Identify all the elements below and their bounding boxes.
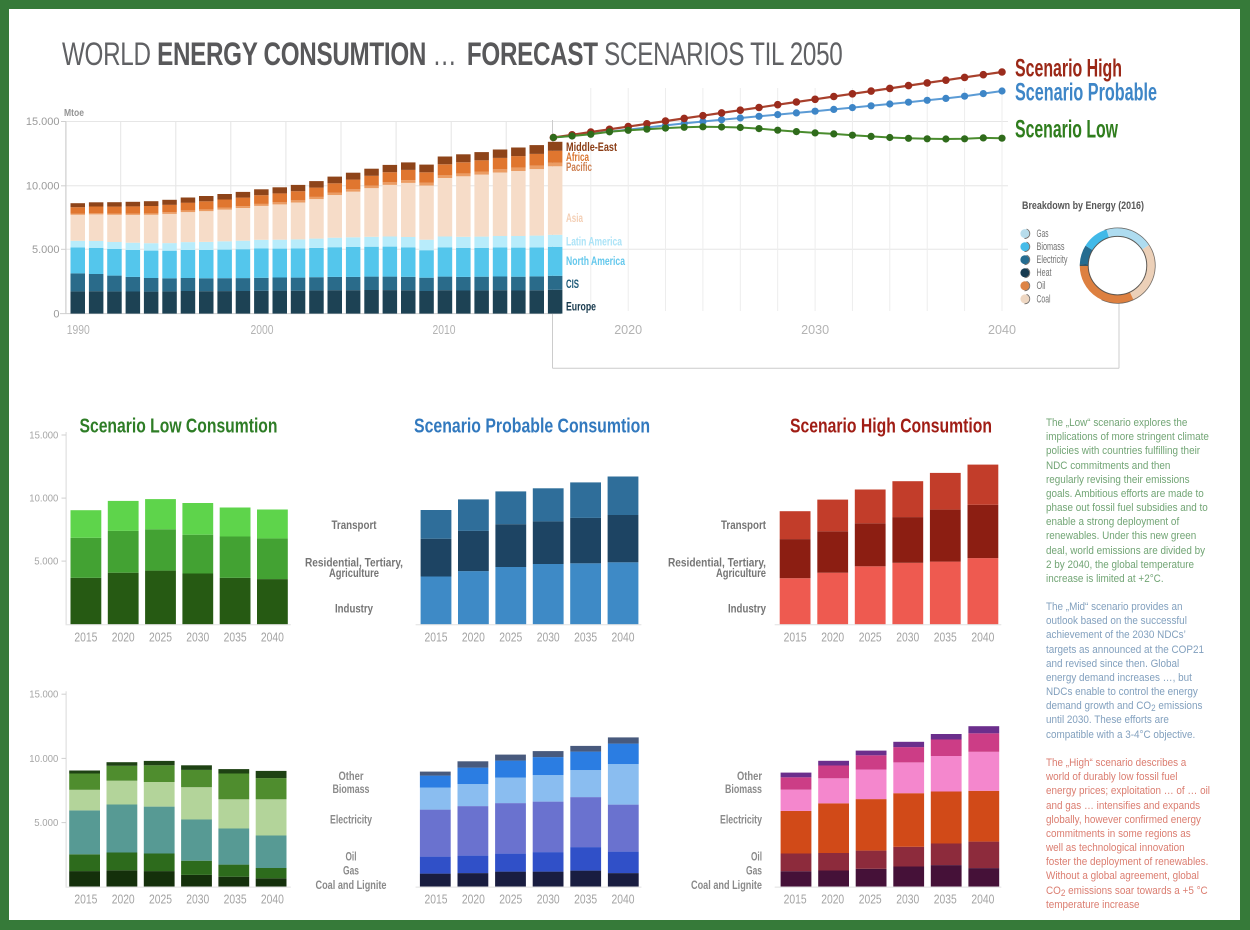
svg-text:15.000: 15.000 (26, 116, 60, 128)
svg-text:2035: 2035 (934, 630, 957, 644)
svg-text:Other: Other (339, 769, 364, 783)
svg-text:2040: 2040 (612, 893, 635, 907)
svg-text:2020: 2020 (821, 893, 844, 907)
svg-text:Transport: Transport (332, 518, 377, 532)
svg-text:2030: 2030 (801, 322, 829, 337)
svg-text:5.000: 5.000 (34, 817, 58, 829)
svg-text:1990: 1990 (67, 322, 90, 337)
svg-text:5.000: 5.000 (32, 244, 60, 256)
svg-text:Scenario High Consumtion: Scenario High Consumtion (790, 416, 992, 438)
svg-text:Scenario Probable: Scenario Probable (1015, 79, 1157, 107)
svg-text:2030: 2030 (186, 630, 209, 644)
svg-text:CIS: CIS (566, 279, 579, 291)
svg-text:2035: 2035 (224, 893, 247, 907)
svg-text:Heat: Heat (1037, 267, 1052, 279)
svg-text:Asia: Asia (566, 213, 583, 225)
svg-text:Gas: Gas (746, 864, 762, 878)
svg-text:2035: 2035 (574, 630, 597, 644)
svg-text:10.000: 10.000 (29, 493, 58, 505)
svg-text:2030: 2030 (896, 630, 919, 644)
svg-text:Scenario Low: Scenario Low (1015, 116, 1118, 144)
svg-text:Coal and Lignite: Coal and Lignite (691, 878, 762, 892)
svg-text:Oil: Oil (346, 850, 357, 864)
svg-text:Middle-East: Middle-East (566, 142, 617, 154)
svg-text:2025: 2025 (499, 630, 522, 644)
svg-text:2040: 2040 (988, 322, 1016, 337)
svg-text:2025: 2025 (149, 893, 172, 907)
svg-text:10.000: 10.000 (29, 753, 58, 765)
svg-text:Electricity: Electricity (720, 813, 762, 827)
svg-text:North America: North America (566, 256, 625, 268)
svg-text:2030: 2030 (537, 893, 560, 907)
svg-text:Oil: Oil (751, 850, 762, 864)
svg-text:2020: 2020 (462, 893, 485, 907)
svg-text:2040: 2040 (971, 893, 994, 907)
svg-text:2020: 2020 (112, 630, 135, 644)
svg-text:Agriculture: Agriculture (716, 566, 766, 580)
svg-text:2015: 2015 (784, 630, 807, 644)
svg-text:Biomass: Biomass (725, 782, 762, 796)
svg-text:Coal and Lignite: Coal and Lignite (316, 878, 387, 892)
svg-text:2040: 2040 (261, 630, 284, 644)
svg-text:Gas: Gas (1037, 228, 1049, 240)
svg-text:2015: 2015 (74, 893, 97, 907)
svg-text:2025: 2025 (149, 630, 172, 644)
svg-text:Electricity: Electricity (1037, 254, 1068, 266)
svg-text:Biomass: Biomass (333, 782, 370, 796)
svg-text:15.000: 15.000 (29, 689, 58, 701)
svg-text:Electricity: Electricity (330, 813, 372, 827)
svg-text:2020: 2020 (821, 630, 844, 644)
svg-text:Europe: Europe (566, 301, 596, 313)
svg-text:Africa: Africa (566, 152, 589, 164)
svg-text:Scenario Low Consumtion: Scenario Low Consumtion (80, 416, 278, 438)
svg-text:2015: 2015 (425, 630, 448, 644)
svg-text:2030: 2030 (186, 893, 209, 907)
svg-text:2020: 2020 (462, 630, 485, 644)
svg-text:Breakdown by Energy (2016): Breakdown by Energy (2016) (1022, 200, 1144, 212)
svg-text:Industry: Industry (335, 601, 373, 615)
svg-text:2040: 2040 (261, 893, 284, 907)
svg-text:Biomass: Biomass (1037, 241, 1065, 253)
svg-text:2025: 2025 (499, 893, 522, 907)
svg-text:Latin America: Latin America (566, 236, 622, 248)
svg-text:2035: 2035 (934, 893, 957, 907)
svg-text:2015: 2015 (425, 893, 448, 907)
svg-text:2000: 2000 (251, 322, 274, 337)
svg-text:0: 0 (53, 308, 59, 320)
svg-text:2040: 2040 (612, 630, 635, 644)
svg-text:Oil: Oil (1037, 280, 1046, 292)
svg-text:Residential, Tertiary,: Residential, Tertiary, (305, 556, 403, 570)
svg-text:2020: 2020 (112, 893, 135, 907)
svg-text:15.000: 15.000 (29, 430, 58, 442)
svg-text:2030: 2030 (537, 630, 560, 644)
svg-text:Other: Other (737, 769, 762, 783)
svg-text:Transport: Transport (721, 518, 766, 532)
svg-text:Gas: Gas (343, 864, 359, 878)
svg-text:2040: 2040 (971, 630, 994, 644)
svg-text:2035: 2035 (574, 893, 597, 907)
svg-text:Agriculture: Agriculture (329, 566, 379, 580)
svg-text:Scenario Probable Consumtion: Scenario Probable Consumtion (414, 416, 650, 438)
svg-text:2025: 2025 (859, 630, 882, 644)
svg-text:Coal: Coal (1037, 293, 1051, 305)
svg-text:2035: 2035 (224, 630, 247, 644)
svg-text:Residential, Tertiary,: Residential, Tertiary, (668, 556, 766, 570)
svg-text:Pacific: Pacific (566, 162, 592, 174)
svg-text:2020: 2020 (614, 322, 642, 337)
svg-text:10.000: 10.000 (26, 181, 60, 193)
svg-text:2015: 2015 (784, 893, 807, 907)
svg-text:2030: 2030 (896, 893, 919, 907)
svg-text:2015: 2015 (74, 630, 97, 644)
svg-text:5.000: 5.000 (34, 556, 58, 568)
svg-text:2010: 2010 (433, 322, 456, 337)
svg-text:Industry: Industry (728, 601, 766, 615)
svg-text:Mtoe: Mtoe (64, 107, 84, 119)
svg-text:2025: 2025 (859, 893, 882, 907)
svg-text:Scenario High: Scenario High (1015, 54, 1122, 82)
